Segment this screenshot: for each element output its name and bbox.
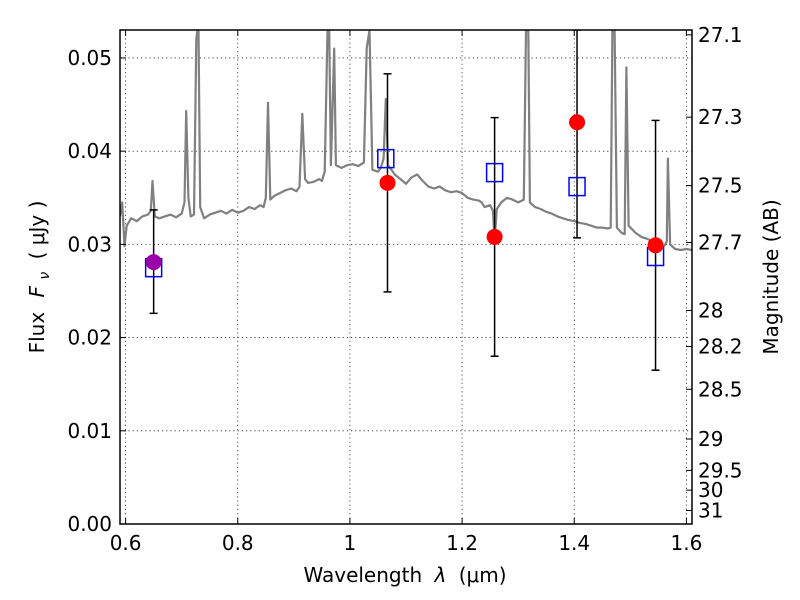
y-tick-label: 0.02 — [67, 326, 112, 350]
observed-flux-point — [569, 114, 586, 131]
y-axis-title-unit: ( μJy ) — [25, 201, 49, 260]
observed-flux-series — [145, 114, 664, 271]
grid-lines — [120, 30, 692, 525]
y2-tick-label: 28.2 — [698, 334, 743, 358]
y2-tick-label: 27.5 — [698, 174, 743, 198]
observed-flux-point — [486, 228, 503, 245]
y2-tick-label: 28.5 — [698, 377, 743, 401]
y-axis-title: Flux F ν ( μJy ) — [25, 201, 54, 354]
y-tick-label: 0.00 — [67, 512, 112, 536]
x-axis-title: Wavelength λ (μm) — [303, 563, 506, 587]
spectrum-line — [120, 30, 692, 252]
x-axis-title-prefix: Wavelength — [303, 563, 422, 587]
y-tick-label: 0.05 — [67, 46, 112, 70]
y-tick-label: 0.04 — [67, 139, 112, 163]
y2-tick-label: 30 — [698, 478, 723, 502]
y2-tick-label: 27.1 — [698, 23, 743, 47]
x-tick-label: 1.6 — [670, 531, 702, 555]
y-axis-title-subscript: ν — [37, 272, 53, 280]
observed-flux-point — [379, 174, 396, 191]
x-axis-title-unit: (μm) — [459, 563, 507, 587]
model-photometry-point — [568, 176, 586, 197]
plot-frame — [119, 29, 693, 525]
y2-tick-label: 28 — [698, 298, 723, 322]
y2-axis-title: Magnitude (AB) — [759, 199, 783, 354]
y-axis-title-prefix: Flux — [25, 312, 49, 354]
x-tick-label: 1 — [344, 531, 357, 555]
errorbar-series — [149, 30, 660, 371]
x-axis-title-symbol: λ — [434, 563, 447, 587]
x-tick-label: 0.8 — [222, 531, 254, 555]
observed-flux-point — [647, 237, 664, 254]
x-tick-label: 1.2 — [446, 531, 478, 555]
y-axis-title-symbol: F — [25, 285, 49, 297]
y2-tick-label: 27.3 — [698, 105, 743, 129]
spectrum-series — [120, 30, 692, 252]
axes: 0.6 0.8 1 1.2 1.4 1.6 0.00 0.01 0.02 0.03 0.04 0.05… — [67, 23, 742, 555]
y2-tick-label: 27.7 — [698, 231, 743, 255]
y2-tick-label: 29.5 — [698, 458, 743, 482]
model-photometry-point — [377, 148, 395, 169]
y2-tick-label: 31 — [698, 498, 723, 522]
y-tick-label: 0.03 — [67, 232, 112, 256]
y-tick-label: 0.01 — [67, 419, 112, 443]
y2-tick-label: 29 — [698, 427, 723, 451]
observed-flux-point — [145, 254, 162, 271]
model-photometry-point — [485, 162, 504, 183]
x-tick-label: 0.6 — [110, 531, 142, 555]
x-tick-label: 1.4 — [558, 531, 590, 555]
